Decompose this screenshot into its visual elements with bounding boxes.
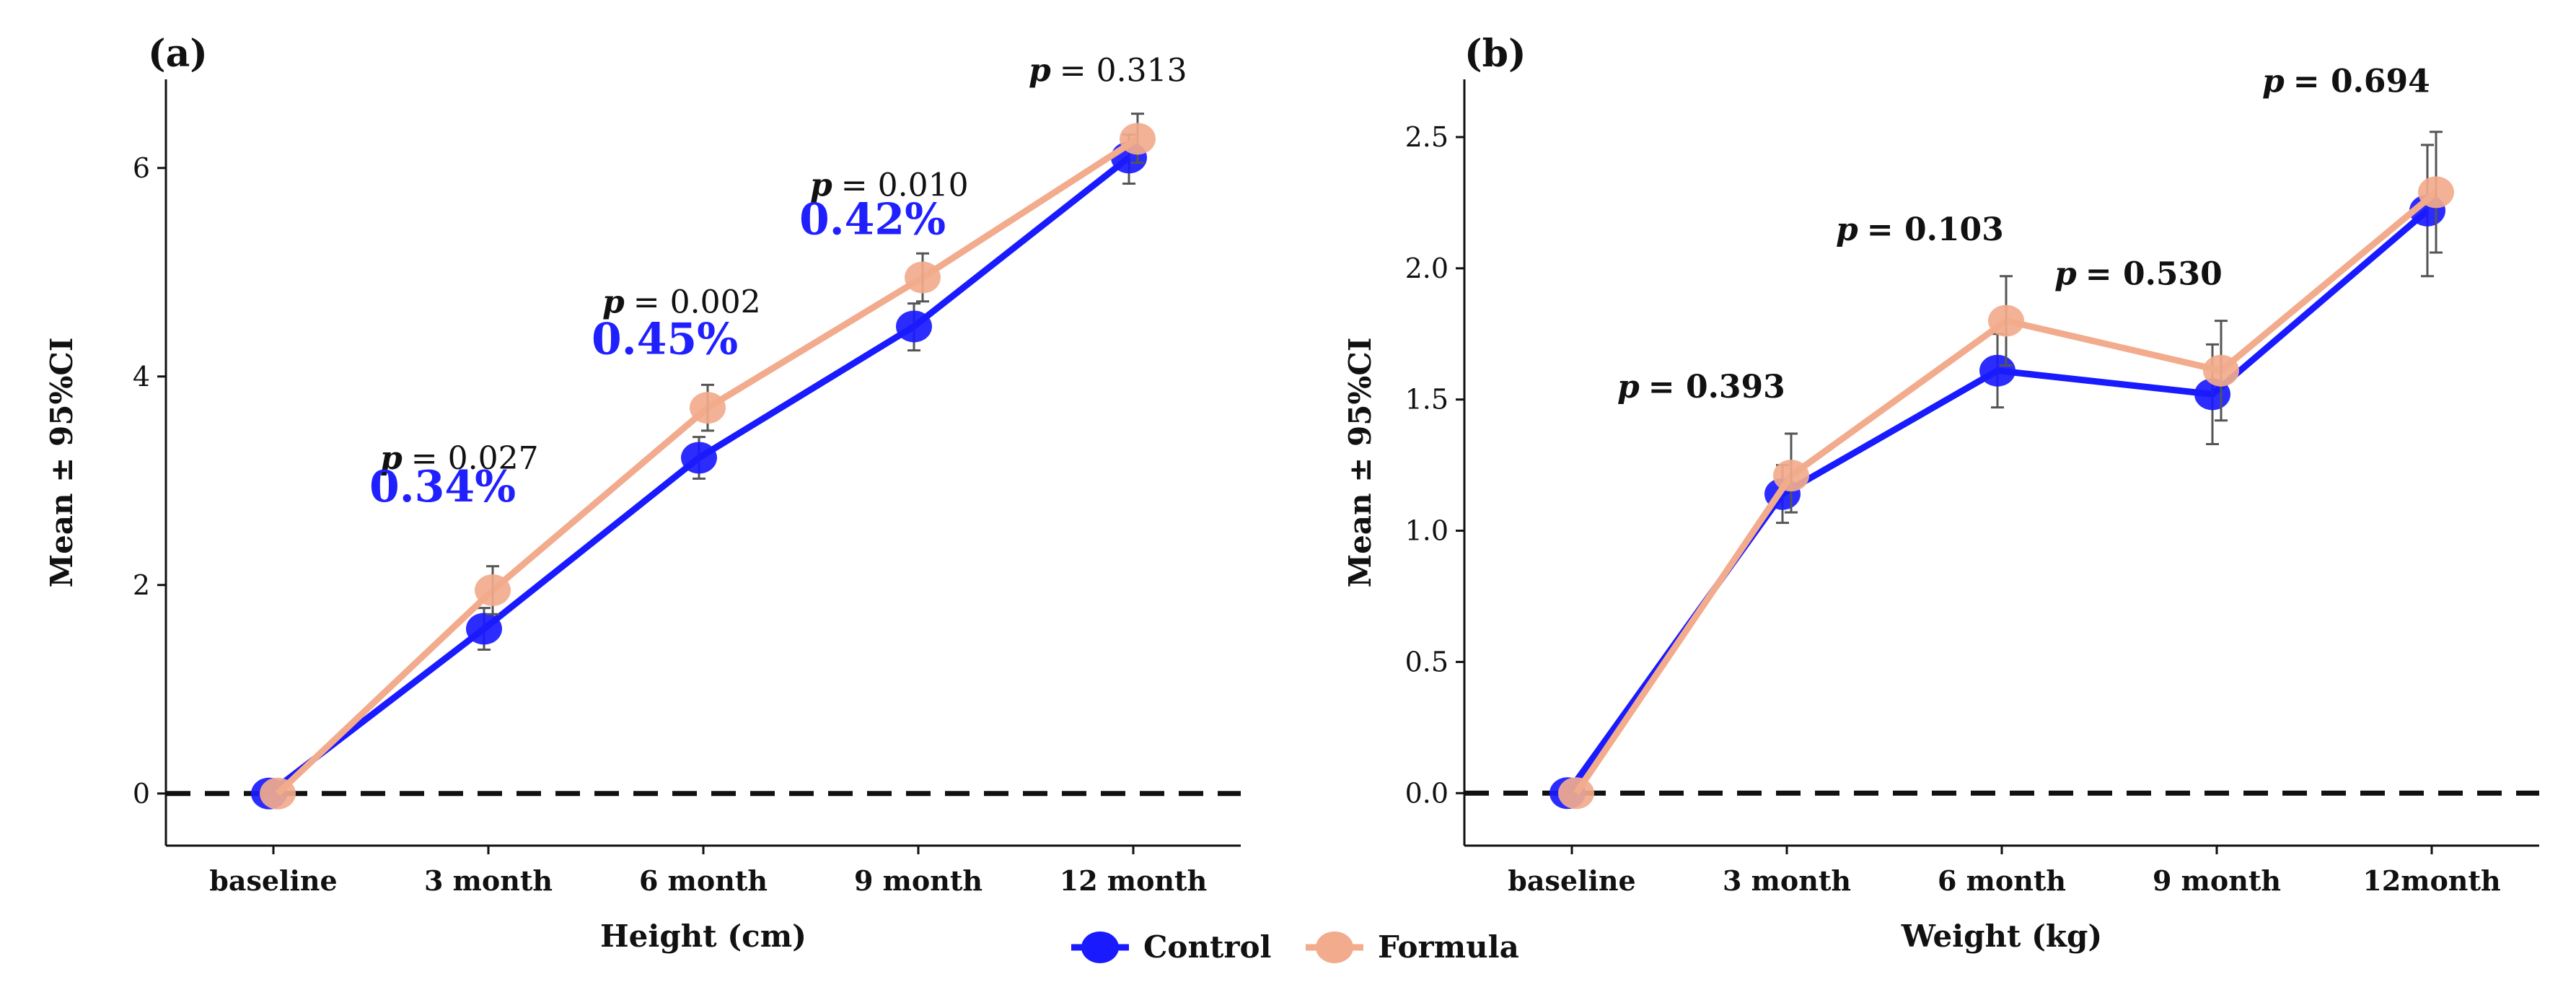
panel-label: (b) <box>1464 32 1526 76</box>
data-point-formula <box>475 574 511 606</box>
x-axis-title: Weight (kg) <box>1901 919 2103 954</box>
percent-difference-label: 0.45% <box>592 314 738 364</box>
y-axis-title: Mean ± 95%CI <box>44 338 79 588</box>
data-point-control <box>466 613 502 645</box>
legend-label: Control <box>1143 929 1271 965</box>
panel-label: (a) <box>148 32 208 76</box>
y-tick-label: 1.0 <box>1405 515 1449 547</box>
y-tick-label: 6 <box>133 152 150 184</box>
data-point-formula <box>260 777 296 810</box>
p-value-annotation: p = 0.393 <box>1617 369 1785 405</box>
y-axis-title: Mean ± 95%CI <box>1342 338 1378 588</box>
x-tick-label: 6 month <box>639 864 768 897</box>
p-value-annotation: p = 0.002 <box>602 284 761 320</box>
data-point-formula <box>1773 460 1809 492</box>
series-line-control <box>1565 208 2430 795</box>
y-tick-label: 2 <box>133 569 150 601</box>
percent-difference-label: 0.42% <box>799 194 946 245</box>
data-point-formula <box>1558 777 1594 810</box>
data-point-formula <box>1120 123 1156 155</box>
x-tick-label: 12 month <box>1060 864 1207 897</box>
legend-label: Formula <box>1378 929 1519 965</box>
x-tick-label: baseline <box>209 864 337 897</box>
x-axis-title: Height (cm) <box>600 919 806 954</box>
y-tick-label: 1.5 <box>1405 384 1449 416</box>
x-tick-label: 9 month <box>854 864 983 897</box>
y-tick-label: 0.5 <box>1405 646 1449 678</box>
data-point-formula <box>905 261 941 294</box>
p-value-annotation: p = 0.010 <box>810 167 969 203</box>
x-tick-label: 9 month <box>2153 864 2281 897</box>
data-point-control <box>896 310 932 343</box>
data-point-formula <box>2418 176 2454 209</box>
data-point-formula <box>2203 354 2239 387</box>
p-value-annotation: p = 0.694 <box>2262 63 2430 100</box>
x-tick-label: 12month <box>2362 864 2500 897</box>
x-tick-label: baseline <box>1508 864 1635 897</box>
y-tick-label: 2.0 <box>1405 253 1449 284</box>
percent-difference-label: 0.34% <box>369 462 516 512</box>
chart-panel-1: (a) 0 2 4 6 baseline 3 month 6 month 9 month 12 m… <box>44 32 1241 954</box>
data-point-formula <box>690 392 726 424</box>
p-value-annotation: p = 0.103 <box>1836 211 2004 248</box>
legend-swatch-marker <box>1081 931 1119 963</box>
y-tick-label: 0.0 <box>1405 777 1449 809</box>
data-point-control <box>1979 354 2015 387</box>
p-value-annotation: p = 0.313 <box>1029 53 1187 89</box>
legend-swatch-marker <box>1316 931 1353 963</box>
chart-panel-2: (b) 0.0 0.5 1.0 1.5 2.0 2.5 baseline 3 month 6 mo… <box>1342 32 2539 954</box>
data-point-control <box>681 442 717 474</box>
x-tick-label: 3 month <box>424 864 553 897</box>
data-point-formula <box>1988 304 2024 337</box>
y-tick-label: 4 <box>133 361 150 393</box>
legend: Control Formula <box>1071 929 1519 965</box>
x-tick-label: 3 month <box>1723 864 1851 897</box>
y-tick-label: 2.5 <box>1405 121 1449 153</box>
p-value-annotation: p = 0.027 <box>380 440 539 477</box>
x-tick-label: 6 month <box>1938 864 2066 897</box>
p-value-annotation: p = 0.530 <box>2054 256 2223 293</box>
y-tick-label: 0 <box>133 778 150 810</box>
